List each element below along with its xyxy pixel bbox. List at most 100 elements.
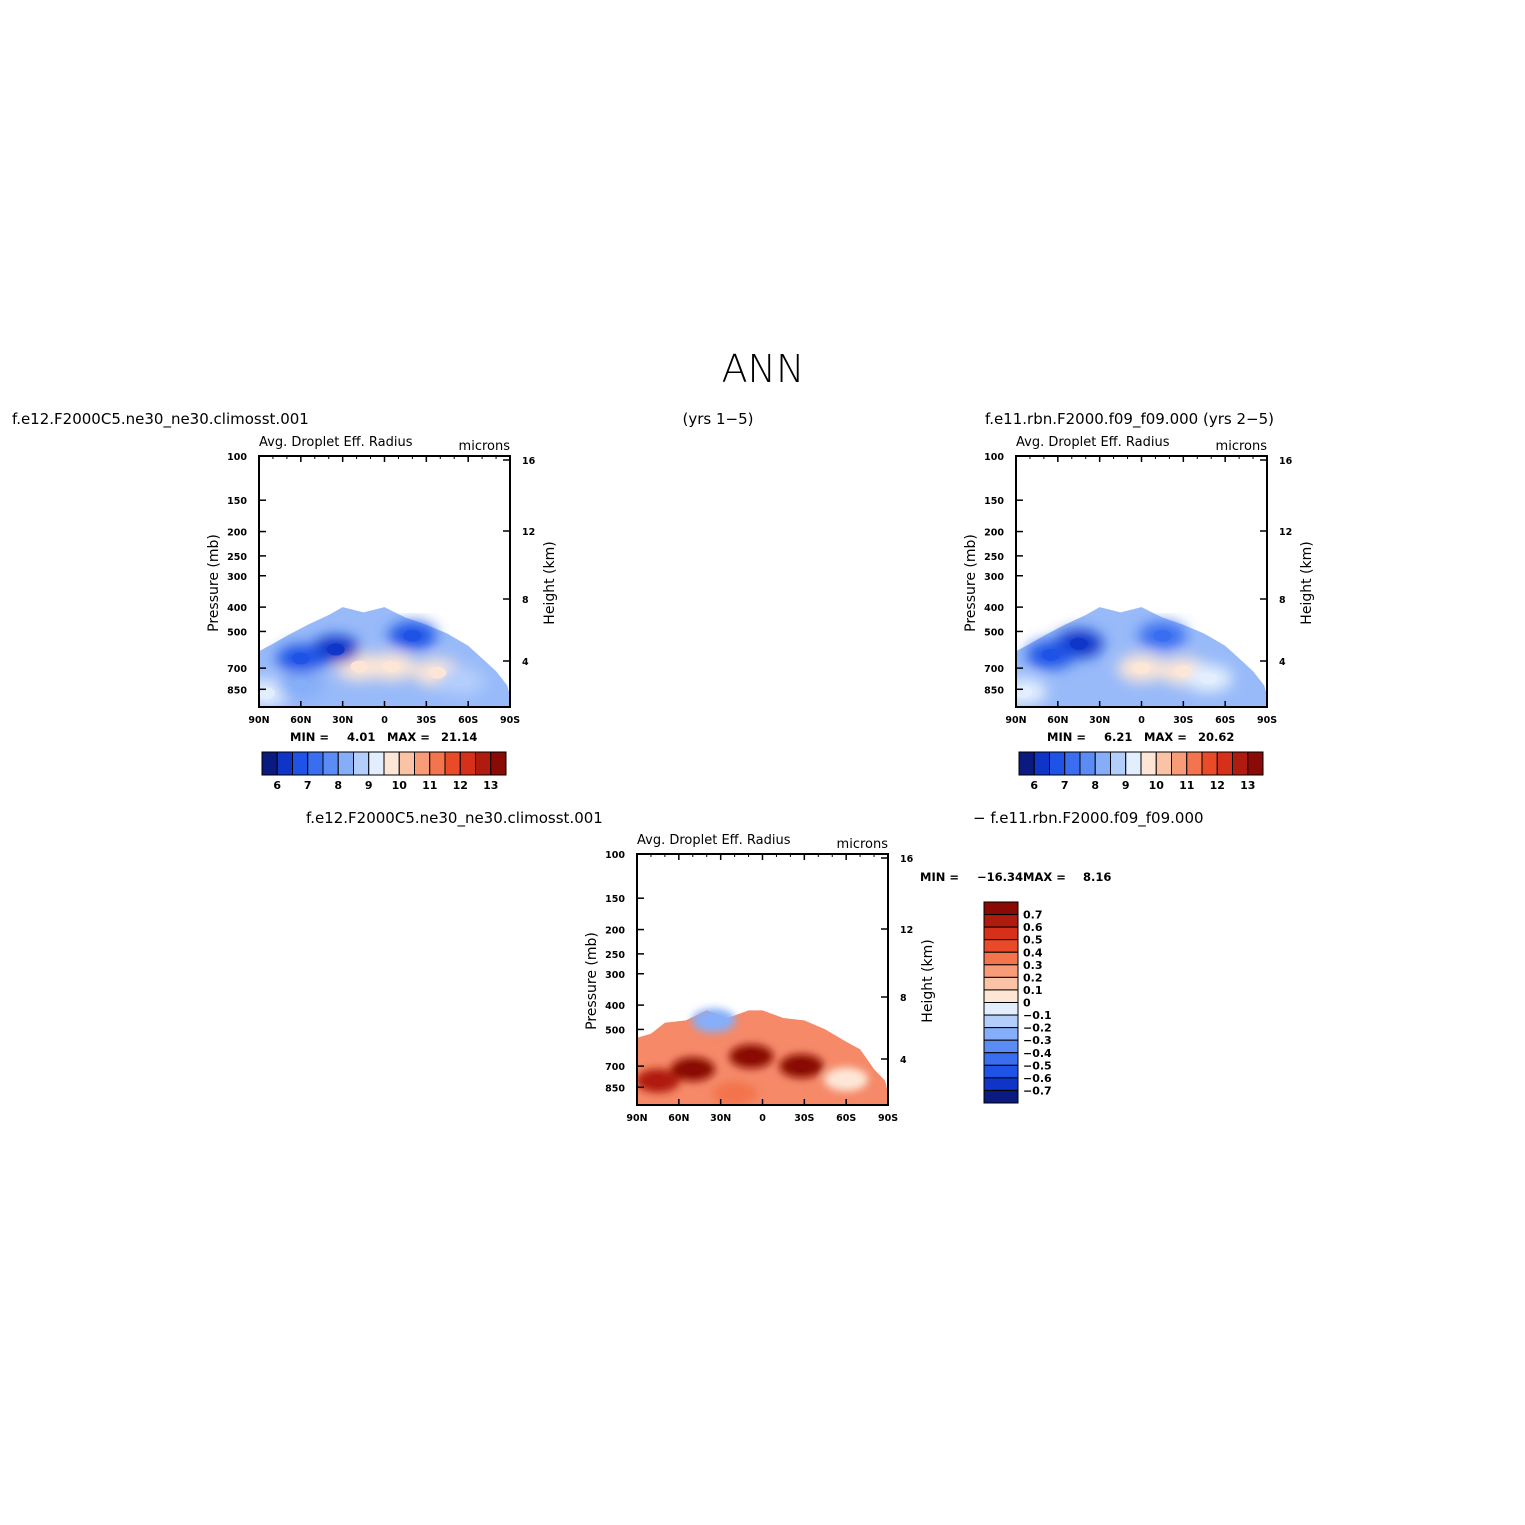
plot-units: microns — [1216, 439, 1268, 454]
colorbar-label: −0.3 — [1023, 1034, 1052, 1047]
colorbar-box — [353, 751, 370, 776]
colorbar-box — [983, 1014, 1019, 1029]
field-core — [350, 660, 369, 673]
colorbar-box — [983, 1089, 1019, 1104]
colorbar-label: 7 — [304, 779, 312, 792]
y-tick-label: 300 — [227, 572, 247, 583]
field-core — [725, 1087, 744, 1100]
colorbar-box — [983, 1064, 1019, 1079]
y-right-tick-label: 4 — [900, 1055, 907, 1066]
field-core — [1199, 672, 1218, 685]
y-right-tick-label: 12 — [1279, 527, 1292, 538]
max-label: MAX = — [1023, 870, 1066, 884]
colorbar-box — [322, 751, 339, 776]
max-value: 8.16 — [1083, 870, 1111, 884]
x-tick-label: 60S — [836, 1113, 856, 1124]
colorbar-box — [292, 751, 309, 776]
colorbar-box — [459, 751, 476, 776]
colorbar-label: 6 — [1030, 779, 1038, 792]
y-tick-label: 150 — [605, 894, 625, 905]
y-right-axis-label: Height (km) — [542, 541, 558, 624]
y-tick-label: 850 — [984, 685, 1004, 696]
colorbar-box — [983, 964, 1019, 978]
colorbar-box — [1140, 751, 1157, 776]
panel-case1: 90N 60N 30N 0 30S 60S 90S 100 150 200 250 300 400 500… — [206, 435, 558, 792]
colorbar-label: 8 — [334, 779, 342, 792]
y-tick-label: 100 — [605, 850, 625, 861]
y-right-tick-label: 12 — [900, 925, 913, 936]
colorbar-label: 7 — [1061, 779, 1069, 792]
y-tick-label: 500 — [984, 627, 1004, 638]
colorbar-box — [368, 751, 385, 776]
colorbar-label: 0.3 — [1023, 959, 1043, 972]
panel-case2: 90N 60N 30N 0 30S 60S 90S 100 150 200 250 300 400 500… — [963, 435, 1315, 792]
field-core — [1041, 648, 1060, 661]
x-tick-label: 90N — [1005, 715, 1026, 726]
colorbar-label: 9 — [365, 779, 373, 792]
colorbar: 6 7 8 9 10 11 12 13 — [261, 751, 507, 792]
field-core — [403, 629, 422, 642]
max-value: 21.14 — [441, 730, 477, 744]
colorbar-box — [983, 939, 1019, 953]
colorbar-label: 8 — [1091, 779, 1099, 792]
colorbar-label: 11 — [422, 779, 437, 792]
colorbar-box — [983, 914, 1019, 928]
min-value: 6.21 — [1104, 730, 1132, 744]
contour-field — [1016, 607, 1267, 707]
y-tick-label: 100 — [984, 452, 1004, 463]
min-label: MIN = — [920, 870, 959, 884]
contour-field — [637, 1008, 888, 1105]
field-core — [1174, 665, 1193, 678]
colorbar-box — [983, 976, 1019, 991]
y-right-tick-label: 8 — [1279, 595, 1286, 606]
colorbar-label: 10 — [1149, 779, 1165, 792]
y-tick-label: 850 — [227, 685, 247, 696]
colorbar-box — [1110, 751, 1127, 776]
colorbar-label: 11 — [1179, 779, 1194, 792]
contour-field — [259, 607, 510, 707]
y-right-axis-label: Height (km) — [920, 939, 936, 1022]
y-tick-label: 200 — [227, 528, 247, 539]
colorbar-label: 0.6 — [1023, 921, 1043, 934]
colorbar-label: 12 — [453, 779, 468, 792]
colorbar-box — [1232, 751, 1249, 776]
colorbar-label: −0.2 — [1023, 1022, 1052, 1035]
colorbar-box — [983, 1039, 1019, 1054]
colorbar-box — [1216, 751, 1233, 776]
min-value: −16.34 — [977, 870, 1023, 884]
colorbar-label: 12 — [1210, 779, 1225, 792]
field-core — [1153, 629, 1172, 642]
colorbar-box — [983, 1002, 1019, 1016]
min-value: 4.01 — [347, 730, 375, 744]
y-tick-label: 200 — [984, 528, 1004, 539]
colorbar-label: 13 — [483, 779, 498, 792]
y-right-tick-label: 16 — [1279, 456, 1293, 467]
colorbar-box — [1033, 751, 1050, 776]
field-core — [452, 675, 471, 688]
y-right-axis-label: Height (km) — [1299, 541, 1315, 624]
y-tick-label: 150 — [984, 496, 1004, 507]
x-tick-label: 60S — [1215, 715, 1235, 726]
y-right-tick-label: 12 — [522, 527, 535, 538]
y-tick-label: 400 — [984, 603, 1004, 614]
field-core — [792, 1060, 811, 1073]
y-right-tick-label: 16 — [522, 456, 536, 467]
field-core — [1069, 637, 1088, 650]
colorbar-label: −0.7 — [1023, 1084, 1052, 1097]
contour-blobs — [259, 621, 486, 707]
field-core — [291, 679, 310, 692]
y-tick-label: 700 — [984, 664, 1004, 675]
x-tick-label: 30N — [710, 1113, 731, 1124]
colorbar-box — [1079, 751, 1096, 776]
field-core — [259, 687, 275, 700]
left-case-name: f.e12.F2000C5.ne30_ne30.climosst.001 — [12, 410, 309, 429]
field-core — [291, 652, 310, 665]
y-tick-label: 700 — [605, 1062, 625, 1073]
x-tick-label: 60S — [458, 715, 478, 726]
x-tick-label: 30N — [332, 715, 353, 726]
y-tick-label: 500 — [227, 627, 247, 638]
colorbar-box — [1049, 751, 1066, 776]
plot-title: Avg. Droplet Eff. Radius — [1016, 435, 1170, 450]
colorbar-label: 0.2 — [1023, 971, 1043, 984]
colorbar-box — [1094, 751, 1111, 776]
